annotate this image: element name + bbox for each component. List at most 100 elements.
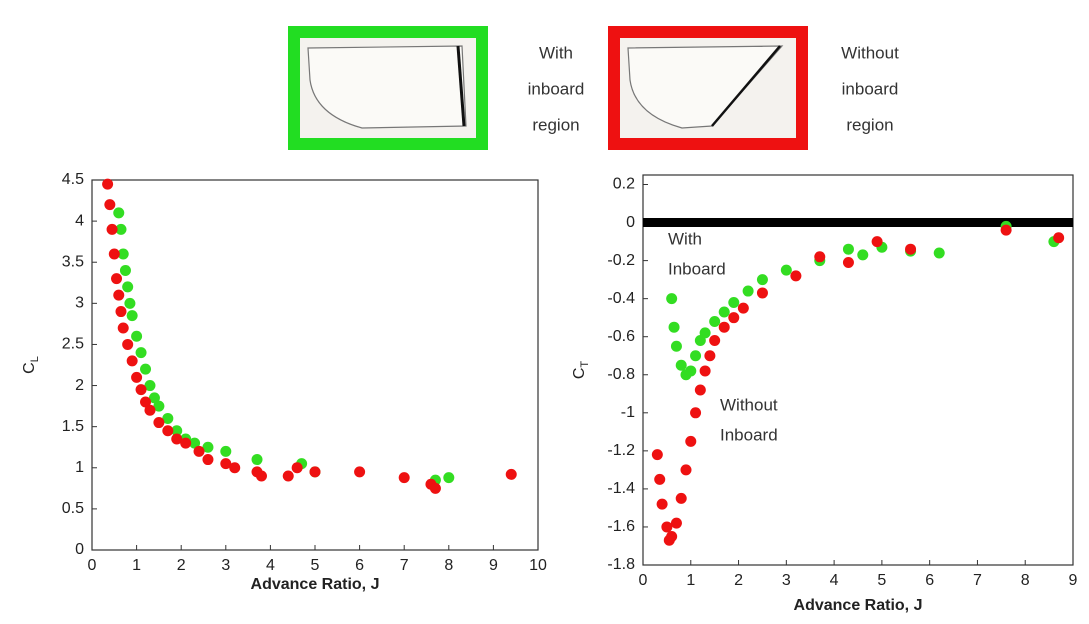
data-point <box>135 347 147 359</box>
data-point <box>162 425 174 437</box>
data-point <box>309 466 321 478</box>
y-tick-label: -1.6 <box>607 518 635 535</box>
data-point <box>202 441 214 453</box>
x-tick-label: 0 <box>639 572 648 589</box>
data-point <box>117 248 129 260</box>
x-tick-label: 8 <box>444 557 453 574</box>
x-tick-label: 2 <box>177 557 186 574</box>
y-tick-label: -0.2 <box>607 252 635 269</box>
y-tick-label: 2.5 <box>62 336 84 353</box>
x-tick-label: 6 <box>355 557 364 574</box>
y-axis-title-main: C <box>21 362 38 374</box>
data-point <box>255 470 267 482</box>
x-tick-label: 4 <box>830 572 839 589</box>
data-point <box>728 296 740 308</box>
x-tick-label: 4 <box>266 557 275 574</box>
data-point <box>102 178 114 190</box>
y-tick-label: -1 <box>621 404 635 421</box>
legend-thumb-without <box>608 26 808 150</box>
data-point <box>135 384 147 396</box>
data-point <box>148 392 160 404</box>
annotation: Without <box>720 395 778 414</box>
y-axis-title-sub: T <box>579 361 591 368</box>
data-point <box>193 445 205 457</box>
data-point <box>728 312 740 324</box>
data-point <box>790 270 802 282</box>
data-point <box>699 365 711 377</box>
data-point <box>661 521 673 533</box>
data-point <box>666 293 678 305</box>
blade-edge <box>711 45 781 127</box>
x-tick-label: 5 <box>877 572 886 589</box>
data-point <box>108 248 120 260</box>
data-point <box>933 247 945 259</box>
data-point <box>756 287 768 299</box>
y-tick-label: 0.2 <box>613 176 635 193</box>
data-point <box>704 350 716 362</box>
data-point <box>680 464 692 476</box>
y-axis-title-sub: L <box>29 356 41 362</box>
data-point <box>670 340 682 352</box>
data-point <box>162 412 174 424</box>
data-point <box>685 435 697 447</box>
data-point <box>291 462 303 474</box>
data-point <box>666 530 678 542</box>
data-point <box>905 243 917 255</box>
y-tick-label: 1.5 <box>62 418 84 435</box>
data-point <box>690 350 702 362</box>
data-point <box>131 330 143 342</box>
data-point <box>654 473 666 485</box>
x-tick-label: 9 <box>489 557 498 574</box>
x-tick-label: 7 <box>973 572 982 589</box>
data-point <box>106 223 118 235</box>
data-point <box>251 454 263 466</box>
y-tick-label: 4 <box>75 212 84 229</box>
data-point <box>842 243 854 255</box>
data-point <box>115 306 127 318</box>
data-point <box>131 371 143 383</box>
data-point <box>180 437 192 449</box>
data-point <box>202 454 214 466</box>
legend-label: With <box>539 43 573 62</box>
x-tick-label: 3 <box>782 572 791 589</box>
y-tick-label: -0.6 <box>607 328 635 345</box>
data-point <box>113 207 125 219</box>
y-tick-label: -1.2 <box>607 442 635 459</box>
data-point <box>229 462 241 474</box>
y-tick-label: -1.8 <box>607 556 635 573</box>
x-tick-label: 6 <box>925 572 934 589</box>
data-point <box>690 407 702 419</box>
data-point <box>742 285 754 297</box>
data-point <box>171 425 183 437</box>
data-point <box>171 433 183 445</box>
data-point <box>115 223 127 235</box>
data-point <box>709 315 721 327</box>
data-point <box>189 437 201 449</box>
data-point <box>857 249 869 261</box>
y-axis-title-main: C <box>571 368 588 380</box>
data-point <box>718 306 730 318</box>
blade <box>627 45 784 129</box>
annotation: Inboard <box>720 425 778 444</box>
legend-label: region <box>846 115 893 134</box>
data-point <box>398 472 410 484</box>
legend-label: Without <box>841 43 899 62</box>
plot-frame <box>642 174 1074 566</box>
data-point <box>814 251 826 263</box>
data-point <box>685 365 697 377</box>
data-point <box>670 517 682 529</box>
y-tick-label: 1 <box>75 459 84 476</box>
data-point <box>104 199 116 211</box>
data-point <box>117 322 129 334</box>
data-point <box>675 359 687 371</box>
blade-edge <box>456 45 466 127</box>
x-tick-label: 8 <box>1021 572 1030 589</box>
x-tick-label: 5 <box>311 557 320 574</box>
data-point <box>675 492 687 504</box>
data-point <box>220 445 232 457</box>
data-point <box>126 310 138 322</box>
y-tick-label: 0.5 <box>62 500 84 517</box>
data-point <box>429 482 441 494</box>
x-tick-label: 0 <box>88 557 97 574</box>
x-tick-label: 7 <box>400 557 409 574</box>
